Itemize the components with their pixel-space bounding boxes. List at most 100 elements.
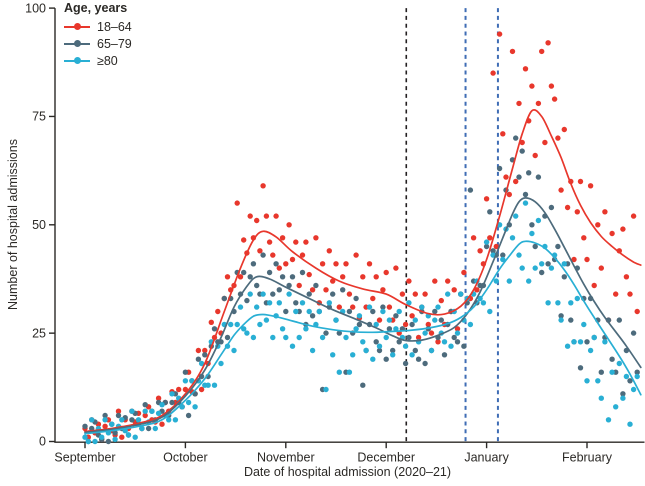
data-point: [221, 295, 227, 302]
data-point: [529, 222, 535, 228]
data-point: [613, 404, 619, 410]
data-point: [336, 304, 342, 310]
data-point: [319, 261, 326, 267]
data-point: [548, 83, 555, 89]
data-point: [409, 321, 415, 328]
data-point: [561, 274, 567, 280]
y-axis-title: Number of hospital admissions: [6, 139, 20, 310]
data-point: [545, 261, 551, 267]
data-point: [445, 291, 451, 297]
data-point: [406, 334, 412, 341]
data-point: [386, 326, 393, 332]
data-point: [228, 321, 234, 328]
data-point: [198, 386, 205, 393]
data-point: [454, 339, 461, 345]
data-point: [237, 274, 244, 280]
legend-entry-18-64: 18–64: [64, 18, 132, 35]
data-point: [283, 334, 289, 341]
legend-entry-65-79: 65–79: [64, 35, 132, 52]
data-point: [577, 178, 584, 185]
data-point: [115, 408, 122, 414]
data-point: [360, 339, 366, 345]
y-tick-label: 100: [25, 1, 46, 15]
data-point: [571, 256, 577, 263]
data-point: [595, 378, 601, 384]
data-point: [587, 183, 594, 189]
x-tick-label: November: [257, 451, 315, 465]
data-point: [390, 352, 396, 358]
data-point: [231, 347, 237, 354]
x-tick-label: September: [54, 451, 115, 465]
data-point: [595, 222, 601, 228]
data-point: [399, 291, 406, 297]
data-point: [383, 269, 389, 276]
data-point: [438, 297, 444, 304]
data-point: [402, 321, 409, 328]
data-point: [286, 222, 292, 228]
data-point: [293, 308, 299, 315]
data-point: [211, 326, 218, 332]
data-point: [326, 300, 332, 306]
data-point: [591, 334, 597, 341]
data-point: [551, 96, 558, 102]
data-point: [82, 423, 88, 429]
data-point: [333, 261, 339, 267]
data-point: [406, 278, 412, 284]
data-point: [102, 412, 108, 419]
data-point: [506, 278, 512, 284]
data-point: [480, 300, 487, 306]
data-point: [451, 334, 457, 341]
data-point: [263, 213, 270, 219]
data-point: [159, 421, 165, 427]
data-point: [370, 308, 376, 315]
data-point: [402, 343, 409, 349]
data-point: [539, 261, 545, 267]
data-point: [211, 382, 218, 388]
data-point: [422, 291, 428, 297]
data-point: [422, 360, 428, 367]
data-point: [493, 278, 499, 284]
data-point: [526, 170, 532, 176]
data-point: [244, 297, 250, 304]
data-point: [432, 308, 438, 315]
data-point: [366, 261, 373, 267]
data-point: [286, 291, 292, 297]
data-point: [155, 410, 162, 416]
data-point: [266, 300, 273, 306]
data-point: [257, 321, 263, 328]
data-point: [380, 304, 386, 310]
data-point: [273, 261, 279, 267]
data-point: [620, 226, 626, 232]
x-axis-title: Date of hospital admission (2020–21): [243, 465, 452, 479]
data-point: [412, 347, 418, 354]
x-tick-label: December: [357, 451, 415, 465]
data-point: [627, 378, 633, 384]
data-point: [435, 304, 441, 310]
data-point: [412, 317, 418, 323]
data-point: [522, 66, 529, 72]
data-point: [166, 417, 172, 423]
data-point: [142, 412, 148, 419]
data-point: [522, 191, 529, 198]
data-point: [247, 213, 253, 219]
data-point: [129, 417, 135, 423]
data-point: [145, 425, 152, 432]
data-point: [303, 239, 309, 245]
data-point: [509, 48, 516, 55]
data-point: [609, 230, 615, 237]
data-point: [260, 252, 266, 258]
data-point: [172, 417, 179, 423]
data-point: [263, 317, 270, 323]
data-point: [313, 235, 319, 241]
data-point: [396, 308, 402, 315]
data-point: [422, 330, 428, 336]
data-point: [630, 330, 637, 336]
points-18–64: [82, 31, 640, 442]
data-point: [555, 135, 561, 141]
data-point: [467, 321, 474, 328]
data-point: [195, 347, 202, 354]
data-point: [568, 300, 574, 306]
data-point: [102, 417, 108, 423]
data-point: [506, 191, 512, 198]
data-point: [313, 282, 319, 289]
